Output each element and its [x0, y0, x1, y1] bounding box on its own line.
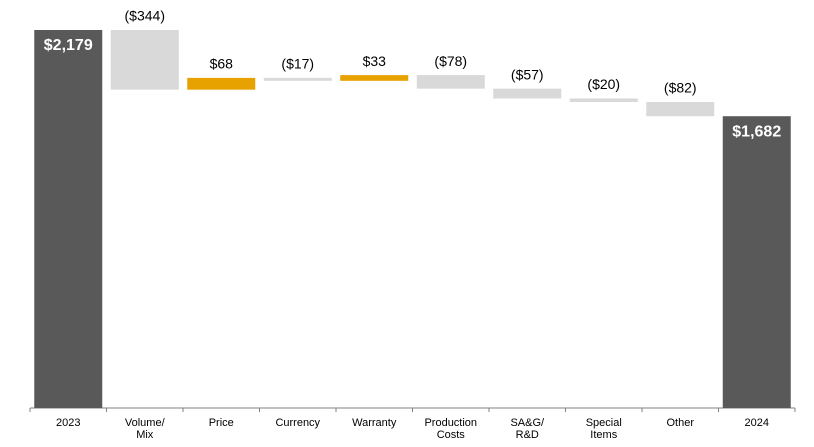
- value-label: $1,682: [732, 123, 781, 140]
- x-tick-label: Other: [666, 417, 694, 429]
- x-tick-label: Currency: [275, 417, 321, 429]
- x-tick-label: Production Costs: [424, 417, 478, 441]
- value-label: $33: [363, 53, 387, 69]
- x-tick-label: 2023: [56, 417, 81, 429]
- bar: [493, 88, 562, 99]
- x-tick-label: Volume/ Mix: [124, 417, 165, 441]
- value-label: $68: [210, 56, 234, 72]
- x-tick-label: Warranty: [352, 417, 397, 429]
- x-tick-label: 2024: [744, 417, 769, 429]
- bar: [34, 30, 103, 408]
- bar: [187, 77, 256, 90]
- value-label: $2,179: [44, 37, 93, 54]
- bar: [646, 101, 715, 117]
- x-tick-label: Special Items: [585, 417, 622, 441]
- bar: [263, 77, 332, 81]
- value-label: ($82): [664, 80, 697, 96]
- x-tick-label: Price: [208, 417, 234, 429]
- value-label: ($17): [281, 56, 314, 72]
- value-label: ($344): [125, 8, 165, 24]
- value-label: ($57): [511, 66, 544, 82]
- bar: [416, 75, 485, 89]
- bar: [569, 98, 638, 102]
- value-label: ($78): [434, 53, 467, 69]
- x-tick-label: SA&G/ R&D: [510, 417, 545, 441]
- value-label: ($20): [587, 76, 620, 92]
- bar: [110, 30, 179, 90]
- bar: [722, 116, 791, 408]
- bar: [340, 75, 409, 81]
